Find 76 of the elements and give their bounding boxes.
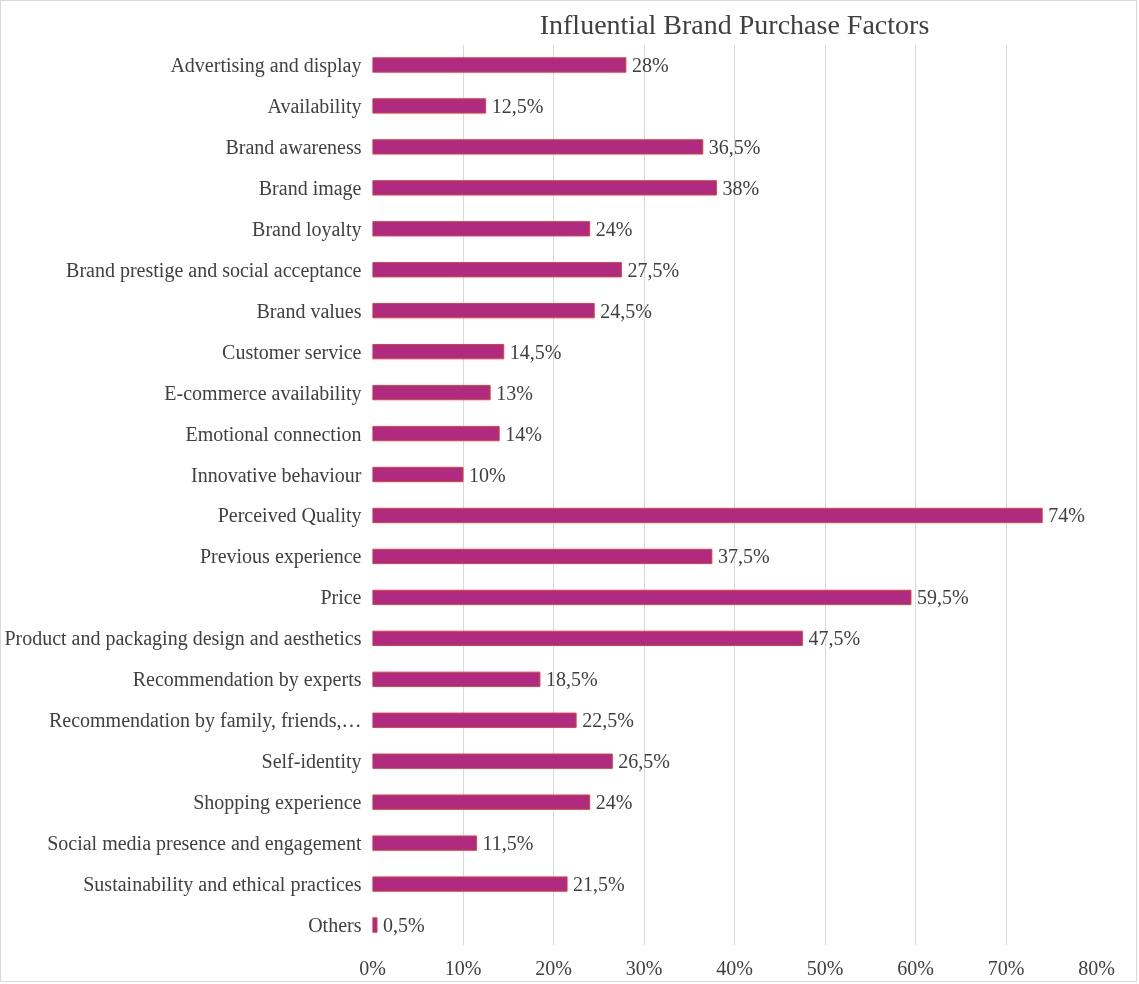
bar [372,98,487,114]
y-tick-label: Shopping experience [193,791,362,815]
y-tick-label: Previous experience [199,545,362,569]
x-tick-label: 20% [535,956,572,979]
y-tick-label: Brand loyalty [252,217,362,241]
data-label: 14% [505,422,542,445]
y-tick-label: Emotional connection [185,422,362,445]
data-label: 38% [722,176,760,199]
y-tick-label: Brand values [256,299,362,322]
data-label: 21,5% [573,873,625,896]
x-tick-label: 40% [716,956,753,979]
y-tick-label: Brand awareness [225,135,362,158]
x-tick-label: 50% [806,956,844,979]
y-tick-label: Innovative behaviour [191,463,362,486]
bar [372,384,491,401]
data-label: 12,5% [491,94,544,117]
chart-title: Influential Brand Purchase Factors [539,8,930,40]
bar [372,671,541,687]
x-tick-label: 70% [987,956,1025,979]
x-tick-label: 80% [1078,956,1115,979]
data-label: 59,5% [916,586,969,609]
bar [372,57,627,73]
y-tick-label: Price [320,586,362,609]
data-label: 10% [469,463,506,486]
data-label: 0,5% [383,914,425,937]
bar [372,262,622,278]
bar [372,712,577,728]
bar [372,303,595,319]
data-label: 37,5% [717,545,770,568]
data-label: 11,5% [482,832,534,855]
x-tick-label: 10% [444,956,482,979]
bar [372,466,464,483]
x-tick-label: 30% [625,956,663,979]
y-tick-label: Others [308,914,362,937]
y-tick-label: E-commerce availability [164,381,362,405]
bar [372,794,591,810]
bar [372,876,568,892]
x-tick-label: 60% [897,956,934,979]
data-label: 36,5% [708,135,761,158]
data-label: 27,5% [627,258,680,281]
data-label: 24% [595,217,633,240]
bar [372,835,478,851]
data-label: 26,5% [618,750,670,773]
y-tick-label: Customer service [222,340,362,363]
y-tick-label: Self-identity [261,750,362,774]
bar [372,139,704,155]
y-tick-label: Recommendation by experts [132,668,362,692]
bar [372,917,378,933]
y-tick-label: Perceived Quality [217,504,362,528]
data-label: 28% [631,53,669,76]
bar [372,589,912,606]
bar [372,630,803,647]
y-tick-label: Availability [267,94,362,118]
y-tick-label: Social media presence and engagement [47,832,362,856]
x-tick-label: 0% [359,956,386,979]
y-tick-label: Sustainability and ethical practices [83,873,362,897]
data-label: 24,5% [600,299,652,322]
data-label: 14,5% [509,340,562,363]
y-tick-label: Brand image [258,176,362,200]
y-tick-label: Advertising and display [170,53,362,77]
bar [372,343,505,360]
data-label: 22,5% [582,709,634,732]
bar [372,507,1043,524]
bar [372,221,591,237]
y-tick-label: Recommendation by family, friends,… [48,709,362,733]
bar [372,753,613,769]
y-tick-label: Brand prestige and social acceptance [66,258,362,282]
y-tick-label: Product and packaging design and aesthetics [4,627,362,651]
bar [372,425,500,442]
bar [372,548,713,565]
data-label: 74% [1048,504,1085,527]
data-label: 24% [595,791,633,814]
data-label: 13% [496,381,533,404]
data-label: 47,5% [808,627,861,650]
bar [372,180,717,196]
data-label: 18,5% [545,668,598,691]
